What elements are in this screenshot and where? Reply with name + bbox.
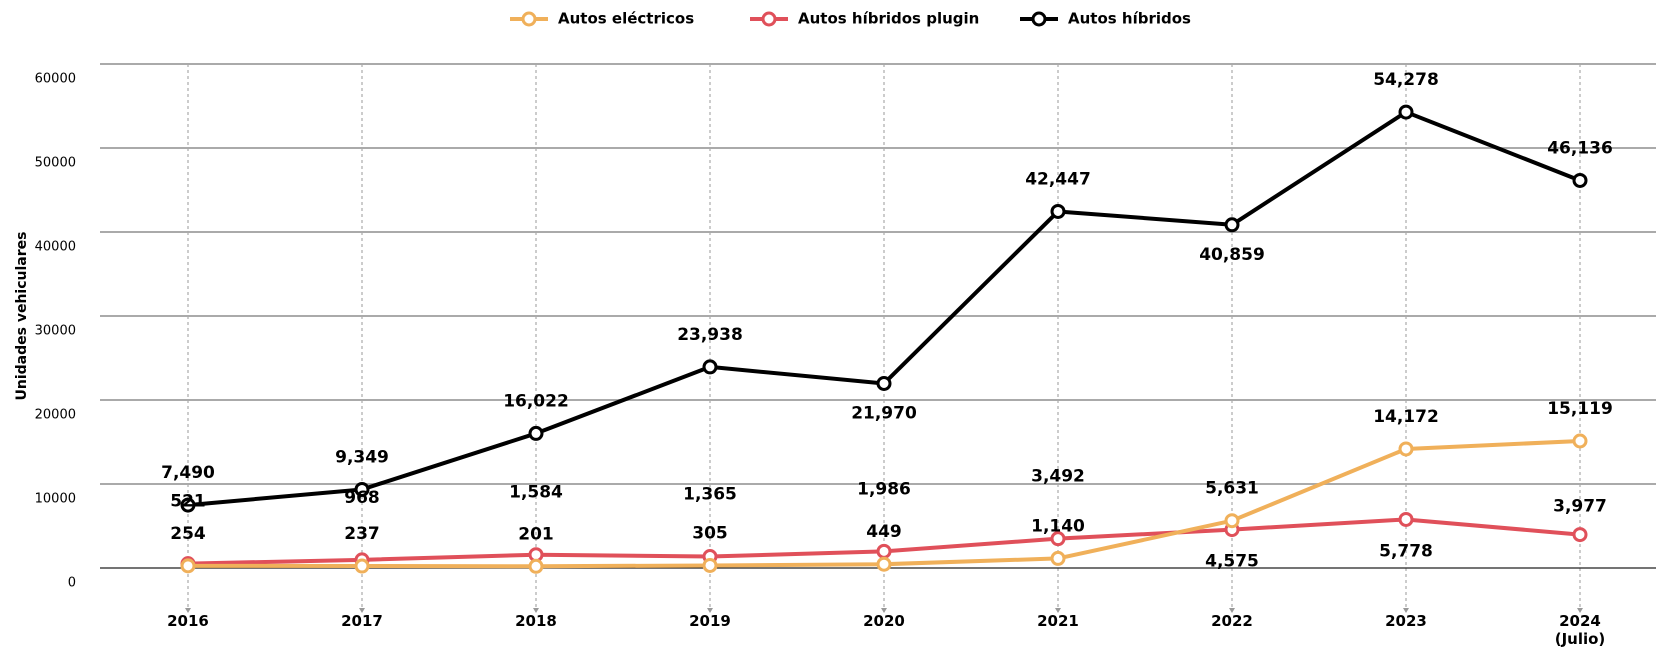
data-point (1224, 217, 1240, 233)
data-point (876, 556, 892, 572)
data-label: 46,136 (1547, 138, 1613, 158)
y-tick-label: 60000 (35, 72, 76, 87)
x-tick-label: 2023 (1385, 612, 1427, 630)
data-point (528, 425, 544, 441)
guide-arrow (533, 608, 539, 613)
guide-arrow (1055, 608, 1061, 613)
data-point (1572, 433, 1588, 449)
guide-arrow (185, 608, 191, 613)
x-tick-label: 2022 (1211, 612, 1253, 630)
guide-arrow (359, 608, 365, 613)
data-label: 3,977 (1553, 497, 1607, 517)
data-point (876, 543, 892, 559)
y-tick-label: 10000 (35, 492, 76, 507)
data-label: 23,938 (677, 325, 743, 345)
y-tick-label: 20000 (35, 408, 76, 423)
data-point (180, 497, 196, 513)
data-point (1398, 441, 1414, 457)
data-point (1398, 104, 1414, 120)
data-label: 1,365 (683, 485, 737, 505)
y-axis-label: Unidades vehiculares (14, 232, 30, 401)
y-tick-label: 30000 (35, 324, 76, 339)
data-point (1398, 511, 1414, 527)
legend-marker (761, 11, 777, 27)
guide-arrow (1229, 608, 1235, 613)
data-label: 305 (692, 523, 728, 543)
data-label: 40,859 (1199, 245, 1265, 265)
data-point (702, 557, 718, 573)
guide-arrow (1403, 608, 1409, 613)
legend-label: Autos híbridos (1068, 10, 1191, 28)
data-point (354, 481, 370, 497)
data-point (1050, 531, 1066, 547)
data-label: 21,970 (851, 403, 917, 423)
data-label: 1,986 (857, 479, 911, 499)
x-tick-label: 2024 (Julio) (1554, 612, 1606, 648)
guide-arrow (707, 608, 713, 613)
data-label: 1,584 (509, 483, 563, 503)
guide-arrow (881, 608, 887, 613)
data-point (1050, 550, 1066, 566)
x-tick-label: 2017 (341, 612, 383, 630)
data-point (180, 558, 196, 574)
y-tick-label: 40000 (35, 240, 76, 255)
x-tick-label: 2018 (515, 612, 557, 630)
x-tick-label: 2016 (167, 612, 209, 630)
data-label: 201 (518, 524, 554, 544)
data-point (1572, 172, 1588, 188)
data-label: 1,140 (1031, 516, 1085, 536)
x-tick-label: 2019 (689, 612, 731, 630)
legend-label: Autos eléctricos (558, 10, 694, 28)
data-label: 968 (344, 488, 380, 508)
data-label: 3,492 (1031, 467, 1085, 487)
data-label: 449 (866, 522, 902, 542)
data-point (1572, 527, 1588, 543)
data-label: 16,022 (503, 391, 569, 411)
legend-marker (1031, 11, 1047, 27)
data-label: 4,575 (1205, 552, 1259, 572)
y-tick-label: 0 (68, 576, 76, 591)
data-point (702, 359, 718, 375)
data-label: 237 (344, 524, 380, 544)
data-label: 15,119 (1547, 399, 1613, 419)
guide-arrow (1577, 608, 1583, 613)
data-label: 54,278 (1373, 70, 1439, 90)
data-label: 9,349 (335, 447, 389, 467)
data-label: 254 (170, 524, 206, 544)
data-label: 7,490 (161, 463, 215, 483)
y-tick-label: 50000 (35, 156, 76, 171)
data-label: 5,778 (1379, 541, 1433, 561)
data-label: 14,172 (1373, 407, 1439, 427)
data-point (354, 558, 370, 574)
series-line (187, 110, 1581, 508)
data-point (876, 375, 892, 391)
data-label: 5,631 (1205, 479, 1259, 499)
x-tick-label: 2021 (1037, 612, 1079, 630)
data-point (528, 558, 544, 574)
x-tick-label: 2020 (863, 612, 905, 630)
data-point (1050, 203, 1066, 219)
data-label: 521 (170, 492, 206, 512)
data-label: 42,447 (1025, 169, 1091, 189)
data-point (1224, 513, 1240, 529)
legend-marker (521, 11, 537, 27)
legend-label: Autos híbridos plugin (798, 10, 979, 28)
